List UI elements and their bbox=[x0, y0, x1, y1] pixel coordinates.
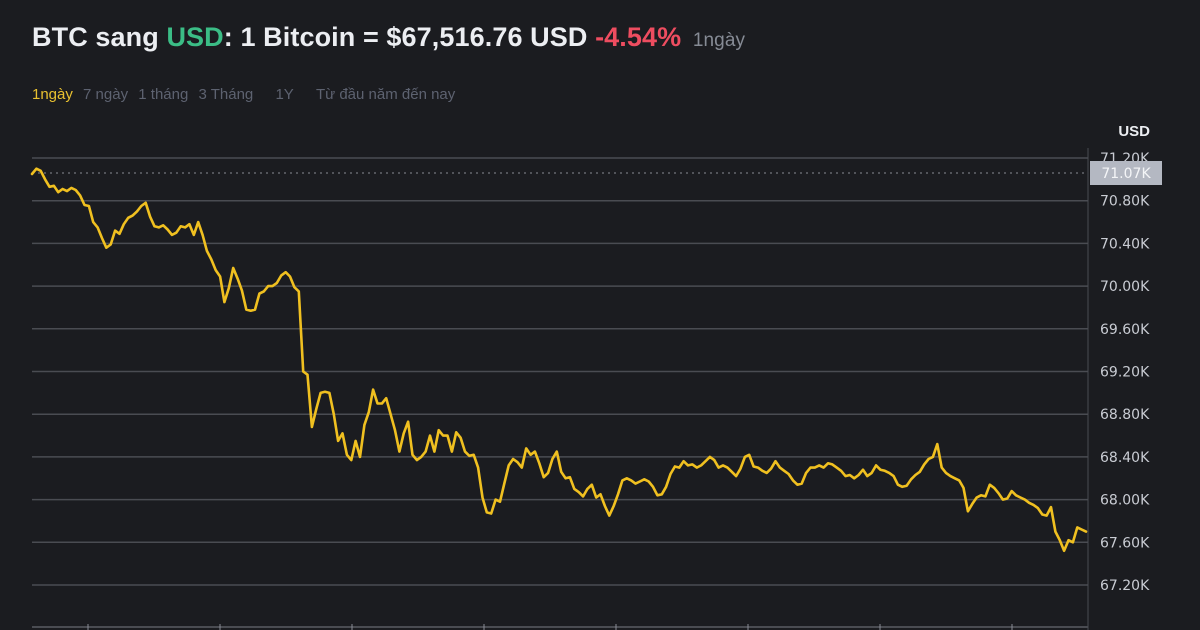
y-axis-tick-label: 69.20K bbox=[1100, 365, 1150, 381]
y-axis-tick-label: 70.00K bbox=[1100, 279, 1150, 295]
tab-1-day[interactable]: 1ngày bbox=[32, 86, 73, 103]
y-axis-tick-label: 68.80K bbox=[1100, 407, 1150, 423]
tab-3-months[interactable]: 3 Tháng bbox=[198, 86, 254, 103]
title-connector: sang bbox=[95, 22, 159, 52]
svg-text:71.07K: 71.07K bbox=[1101, 166, 1151, 182]
y-axis-tick-label: 68.00K bbox=[1100, 493, 1150, 509]
y-axis-labels: 71.20K70.80K70.40K70.00K69.60K69.20K68.8… bbox=[1100, 151, 1150, 594]
tab-7-days[interactable]: 7 ngày bbox=[83, 86, 129, 103]
y-axis-tick-label: 70.80K bbox=[1100, 194, 1150, 210]
change-period: 1ngày bbox=[692, 30, 746, 51]
base-currency: BTC bbox=[32, 22, 88, 52]
price-change-percent: -4.54% bbox=[595, 22, 682, 52]
y-axis-tick-label: 69.60K bbox=[1100, 322, 1150, 338]
y-axis-tick-label: 70.40K bbox=[1100, 236, 1150, 252]
current-price-tag: 71.07K bbox=[1090, 161, 1162, 185]
tab-1-year[interactable]: 1Y bbox=[275, 86, 294, 103]
y-axis-tick-label: 67.20K bbox=[1100, 578, 1150, 594]
tab-1-month[interactable]: 1 tháng bbox=[138, 86, 189, 103]
time-range-tabs: 1ngày 7 ngày 1 tháng 3 Tháng 1Y Từ đầu n… bbox=[32, 86, 461, 103]
chart-gridlines bbox=[32, 157, 1088, 586]
y-axis-unit: USD bbox=[1118, 123, 1150, 140]
page-title: BTC sang USD: 1 Bitcoin = $67,516.76 USD… bbox=[32, 22, 745, 53]
price-line bbox=[30, 167, 1088, 553]
x-axis-ticks bbox=[87, 624, 1013, 630]
price-equation: : 1 Bitcoin = $67,516.76 USD bbox=[223, 22, 588, 52]
y-axis-tick-label: 67.60K bbox=[1100, 535, 1150, 551]
y-axis-tick-label: 68.40K bbox=[1100, 450, 1150, 466]
tab-year-to-date[interactable]: Từ đầu năm đến nay bbox=[315, 86, 456, 103]
quote-currency: USD bbox=[166, 22, 224, 52]
